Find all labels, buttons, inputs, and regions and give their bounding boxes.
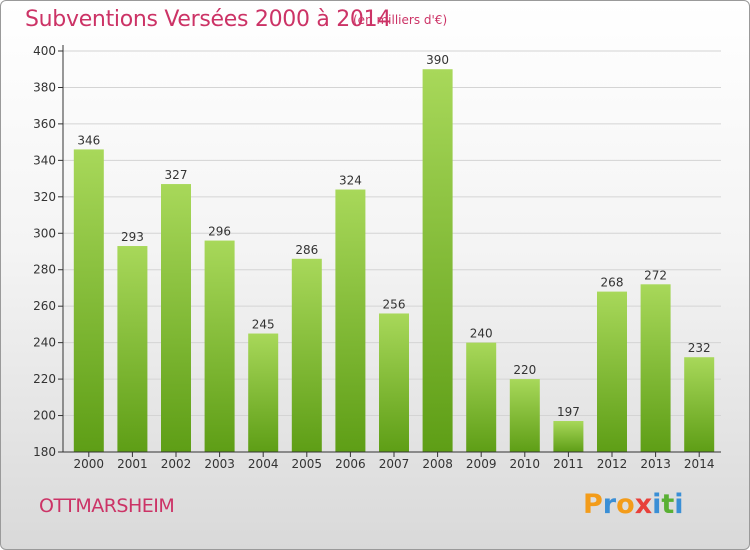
chart-title: Subventions Versées 2000 à 2014 bbox=[25, 7, 392, 32]
x-tick-label-2010: 2010 bbox=[510, 457, 541, 471]
y-tick-label: 260 bbox=[33, 299, 56, 313]
y-axis-ticks: 180 200 220 240 260 280 300 320 340 360 380 400 bbox=[33, 44, 63, 459]
y-tick-label: 340 bbox=[33, 153, 56, 167]
y-tick-label: 280 bbox=[33, 263, 56, 277]
value-label-2001: 293 bbox=[121, 230, 144, 244]
city-name: OTTMARSHEIM bbox=[39, 495, 175, 517]
axes bbox=[62, 45, 721, 453]
value-label-2003: 296 bbox=[208, 225, 231, 239]
value-label-2010: 220 bbox=[513, 363, 536, 377]
x-tick-label-2000: 2000 bbox=[74, 457, 105, 471]
y-tick-label: 380 bbox=[33, 80, 56, 94]
x-tick-label-2001: 2001 bbox=[117, 457, 148, 471]
bar-2008 bbox=[422, 69, 453, 453]
bar-2011 bbox=[553, 421, 584, 452]
bar-2007 bbox=[379, 313, 409, 452]
x-tick-label-2003: 2003 bbox=[204, 457, 235, 471]
y-tick-label: 240 bbox=[33, 336, 56, 350]
bar-2009 bbox=[466, 342, 497, 452]
logo-letter: t bbox=[661, 489, 675, 520]
bars bbox=[73, 69, 715, 453]
value-label-2004: 245 bbox=[252, 318, 275, 332]
y-tick-label: 320 bbox=[33, 190, 56, 204]
x-tick-label-2009: 2009 bbox=[466, 457, 497, 471]
bar-2005 bbox=[291, 258, 322, 452]
value-label-2009: 240 bbox=[470, 327, 493, 341]
value-label-2014: 232 bbox=[688, 341, 711, 355]
logo-letter: i bbox=[674, 489, 684, 520]
x-tick-label-2007: 2007 bbox=[379, 457, 410, 471]
value-label-2005: 286 bbox=[295, 243, 318, 257]
x-tick-label-2006: 2006 bbox=[335, 457, 366, 471]
x-tick-label-2014: 2014 bbox=[684, 457, 715, 471]
x-tick-label-2011: 2011 bbox=[553, 457, 584, 471]
logo-letter: P bbox=[583, 489, 603, 520]
value-label-2000: 346 bbox=[77, 133, 100, 147]
y-tick-label: 220 bbox=[33, 372, 56, 386]
y-tick-label: 180 bbox=[33, 445, 56, 459]
y-tick-label: 400 bbox=[33, 44, 56, 58]
y-tick-label: 360 bbox=[33, 117, 56, 131]
value-label-2006: 324 bbox=[339, 174, 362, 188]
logo-letter: x bbox=[634, 489, 653, 520]
x-axis-ticks: 2000 2001 2002 2003 2004 2005 2006 2007 2008 2009… bbox=[74, 452, 715, 471]
proxiti-logo: Proxiti bbox=[583, 489, 684, 520]
y-tick-label: 200 bbox=[33, 409, 56, 423]
bar-2013 bbox=[640, 284, 671, 452]
x-tick-label-2012: 2012 bbox=[597, 457, 628, 471]
y-tick-label: 300 bbox=[33, 226, 56, 240]
chart-subtitle: (en milliers d'€) bbox=[353, 13, 448, 27]
value-label-2002: 327 bbox=[165, 168, 188, 182]
x-tick-label-2013: 2013 bbox=[640, 457, 671, 471]
value-labels: 346 293 327 296 245 286 324 256 390 240 220 197 268 2… bbox=[77, 53, 710, 419]
bar-2001 bbox=[117, 246, 148, 452]
value-label-2011: 197 bbox=[557, 405, 580, 419]
bar-2006 bbox=[335, 189, 366, 452]
x-tick-label-2008: 2008 bbox=[422, 457, 453, 471]
logo-letter: i bbox=[652, 489, 662, 520]
bar-2003 bbox=[204, 240, 235, 452]
value-label-2013: 272 bbox=[644, 268, 667, 282]
bar-2014 bbox=[684, 357, 715, 452]
bar-2010 bbox=[509, 379, 540, 452]
x-tick-label-2002: 2002 bbox=[161, 457, 192, 471]
bar-2004 bbox=[248, 333, 279, 452]
value-label-2008: 390 bbox=[426, 53, 449, 67]
value-label-2007: 256 bbox=[383, 297, 406, 311]
x-tick-label-2004: 2004 bbox=[248, 457, 279, 471]
bar-2002 bbox=[161, 184, 191, 453]
x-tick-label-2005: 2005 bbox=[292, 457, 323, 471]
value-label-2012: 268 bbox=[601, 276, 624, 290]
logo-letter: r bbox=[602, 489, 617, 520]
logo-letter: o bbox=[616, 489, 635, 520]
bar-2000 bbox=[73, 149, 104, 452]
bar-2012 bbox=[597, 291, 627, 452]
